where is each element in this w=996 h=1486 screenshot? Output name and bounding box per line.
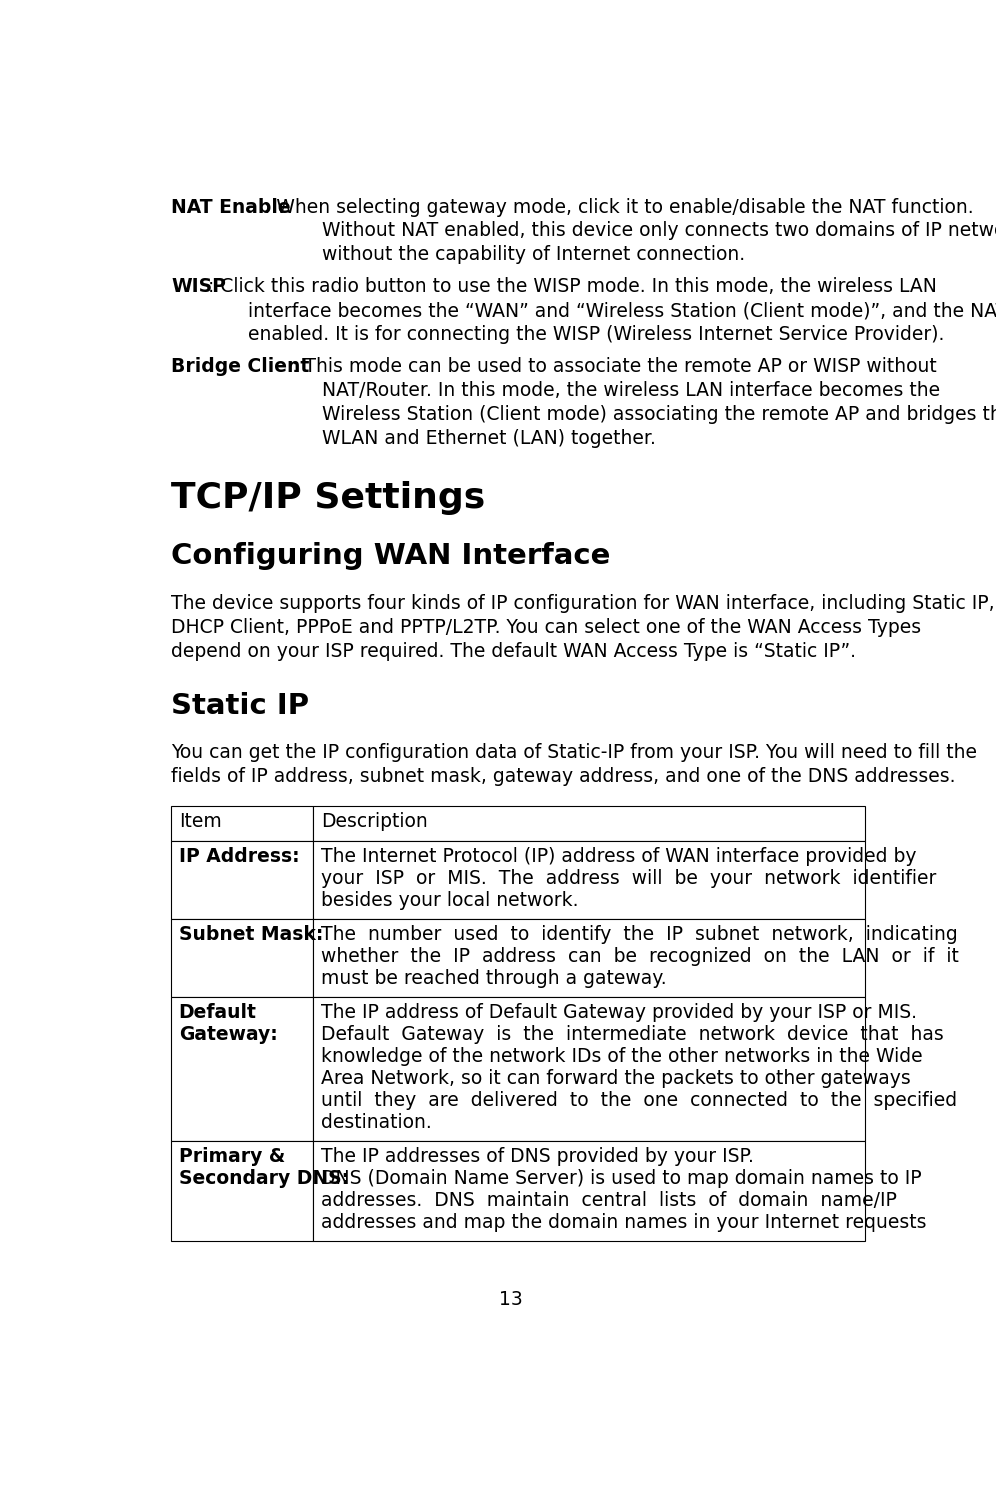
Text: The  number  used  to  identify  the  IP  subnet  network,  indicating: The number used to identify the IP subne… (321, 924, 958, 944)
Text: enabled. It is for connecting the WISP (Wireless Internet Service Provider).: enabled. It is for connecting the WISP (… (248, 325, 945, 345)
Bar (314, 918, 866, 997)
Text: Without NAT enabled, this device only connects two domains of IP network: Without NAT enabled, this device only co… (322, 221, 996, 241)
Bar (314, 807, 866, 841)
Text: IP Address:: IP Address: (178, 847, 300, 866)
Text: Item: Item (178, 813, 221, 832)
Text: Subnet Mask:: Subnet Mask: (178, 924, 323, 944)
Text: Wireless Station (Client mode) associating the remote AP and bridges the: Wireless Station (Client mode) associati… (322, 404, 996, 424)
Text: 13: 13 (499, 1290, 522, 1309)
Text: besides your local network.: besides your local network. (321, 890, 579, 909)
Text: Gateway:: Gateway: (178, 1025, 278, 1045)
Text: addresses.  DNS  maintain  central  lists  of  domain  name/IP: addresses. DNS maintain central lists of… (321, 1190, 897, 1210)
Text: You can get the IP configuration data of Static-IP from your ISP. You will need : You can get the IP configuration data of… (171, 743, 977, 762)
Text: The IP addresses of DNS provided by your ISP.: The IP addresses of DNS provided by your… (321, 1147, 754, 1167)
Text: The Internet Protocol (IP) address of WAN interface provided by: The Internet Protocol (IP) address of WA… (321, 847, 916, 866)
Text: whether  the  IP  address  can  be  recognized  on  the  LAN  or  if  it: whether the IP address can be recognized… (321, 947, 959, 966)
Bar (314, 841, 866, 918)
Text: Primary &: Primary & (178, 1147, 285, 1167)
Text: Area Network, so it can forward the packets to other gateways: Area Network, so it can forward the pack… (321, 1068, 911, 1088)
Text: fields of IP address, subnet mask, gateway address, and one of the DNS addresses: fields of IP address, subnet mask, gatew… (171, 767, 955, 786)
Text: addresses and map the domain names in your Internet requests: addresses and map the domain names in yo… (321, 1213, 926, 1232)
Bar (314, 1141, 866, 1241)
Text: knowledge of the network IDs of the other networks in the Wide: knowledge of the network IDs of the othe… (321, 1048, 922, 1065)
Bar (171, 918, 314, 997)
Text: NAT/Router. In this mode, the wireless LAN interface becomes the: NAT/Router. In this mode, the wireless L… (322, 380, 940, 400)
Text: your  ISP  or  MIS.  The  address  will  be  your  network  identifier: your ISP or MIS. The address will be you… (321, 869, 936, 887)
Text: The device supports four kinds of IP configuration for WAN interface, including : The device supports four kinds of IP con… (171, 594, 995, 612)
Text: : Click this radio button to use the WISP mode. In this mode, the wireless LAN: : Click this radio button to use the WIS… (208, 278, 937, 296)
Bar (171, 807, 314, 841)
Text: TCP/IP Settings: TCP/IP Settings (171, 481, 485, 516)
Bar (171, 1141, 314, 1241)
Text: Description: Description (321, 813, 428, 832)
Text: destination.: destination. (321, 1113, 432, 1132)
Text: DHCP Client, PPPoE and PPTP/L2TP. You can select one of the WAN Access Types: DHCP Client, PPPoE and PPTP/L2TP. You ca… (171, 618, 921, 636)
Text: Configuring WAN Interface: Configuring WAN Interface (171, 542, 611, 571)
Text: NAT Enable: NAT Enable (171, 198, 291, 217)
Text: Static IP: Static IP (171, 691, 309, 719)
Text: WISP: WISP (171, 278, 226, 296)
Text: depend on your ISP required. The default WAN Access Type is “Static IP”.: depend on your ISP required. The default… (171, 642, 856, 660)
Text: : When selecting gateway mode, click it to enable/disable the NAT function.: : When selecting gateway mode, click it … (264, 198, 974, 217)
Text: DNS (Domain Name Server) is used to map domain names to IP: DNS (Domain Name Server) is used to map … (321, 1169, 921, 1187)
Text: Secondary DNS:: Secondary DNS: (178, 1169, 349, 1187)
Bar (171, 841, 314, 918)
Text: Default  Gateway  is  the  intermediate  network  device  that  has: Default Gateway is the intermediate netw… (321, 1025, 944, 1045)
Bar (171, 997, 314, 1141)
Text: Default: Default (178, 1003, 257, 1022)
Bar (314, 997, 866, 1141)
Text: Bridge Client: Bridge Client (171, 357, 309, 376)
Text: WLAN and Ethernet (LAN) together.: WLAN and Ethernet (LAN) together. (322, 428, 656, 447)
Text: without the capability of Internet connection.: without the capability of Internet conne… (322, 245, 745, 265)
Text: The IP address of Default Gateway provided by your ISP or MIS.: The IP address of Default Gateway provid… (321, 1003, 917, 1022)
Text: interface becomes the “WAN” and “Wireless Station (Client mode)”, and the NAT is: interface becomes the “WAN” and “Wireles… (248, 302, 996, 319)
Text: must be reached through a gateway.: must be reached through a gateway. (321, 969, 666, 988)
Text: : This mode can be used to associate the remote AP or WISP without: : This mode can be used to associate the… (292, 357, 936, 376)
Text: until  they  are  delivered  to  the  one  connected  to  the  specified: until they are delivered to the one conn… (321, 1091, 957, 1110)
